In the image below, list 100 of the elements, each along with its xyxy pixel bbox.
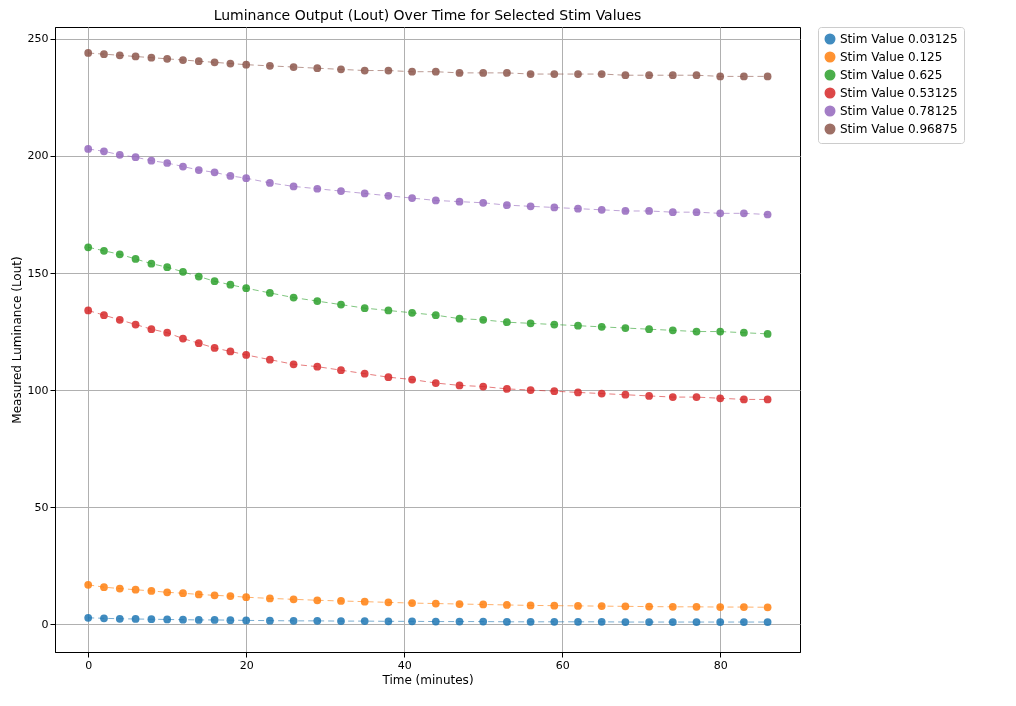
point bbox=[163, 328, 172, 337]
point bbox=[84, 613, 93, 622]
point bbox=[115, 250, 124, 259]
point bbox=[408, 375, 416, 384]
point bbox=[526, 319, 535, 328]
point bbox=[163, 54, 172, 63]
point bbox=[668, 71, 677, 80]
point bbox=[226, 172, 235, 180]
point bbox=[242, 284, 251, 293]
point bbox=[337, 65, 345, 74]
point bbox=[740, 603, 748, 611]
point bbox=[668, 602, 677, 611]
point bbox=[526, 601, 535, 610]
point bbox=[550, 320, 559, 329]
point bbox=[384, 306, 393, 315]
point bbox=[242, 351, 251, 359]
point bbox=[550, 70, 559, 78]
point bbox=[384, 617, 393, 626]
point bbox=[266, 355, 274, 364]
point bbox=[194, 57, 203, 66]
point bbox=[337, 300, 345, 309]
point bbox=[408, 617, 416, 626]
point bbox=[740, 209, 748, 218]
point bbox=[692, 618, 701, 626]
y-tick-label: 150 bbox=[27, 266, 49, 280]
y-tick-label: 100 bbox=[27, 383, 49, 397]
point bbox=[574, 70, 582, 78]
point bbox=[131, 320, 140, 329]
point bbox=[289, 182, 298, 191]
point bbox=[210, 168, 219, 177]
point bbox=[763, 330, 772, 338]
point bbox=[226, 59, 235, 68]
point bbox=[131, 585, 140, 594]
point bbox=[210, 616, 219, 624]
point bbox=[289, 63, 298, 71]
point bbox=[147, 156, 156, 165]
point bbox=[621, 602, 630, 611]
point bbox=[455, 617, 464, 626]
point bbox=[621, 324, 630, 332]
point bbox=[574, 204, 582, 213]
point bbox=[115, 584, 124, 593]
point bbox=[384, 66, 393, 75]
point bbox=[100, 246, 108, 255]
point bbox=[503, 385, 511, 393]
point bbox=[100, 311, 108, 320]
point bbox=[597, 389, 606, 398]
point bbox=[194, 590, 203, 599]
point bbox=[179, 615, 187, 624]
point bbox=[266, 289, 274, 297]
point bbox=[210, 344, 219, 352]
point bbox=[645, 618, 653, 626]
point bbox=[210, 58, 219, 67]
point bbox=[242, 60, 251, 69]
point bbox=[431, 196, 440, 205]
point bbox=[163, 588, 172, 597]
point bbox=[479, 198, 488, 207]
point bbox=[84, 49, 93, 57]
point bbox=[131, 153, 140, 162]
point bbox=[360, 369, 369, 378]
point bbox=[289, 293, 298, 302]
point bbox=[266, 179, 274, 187]
point bbox=[479, 69, 488, 77]
point bbox=[597, 322, 606, 331]
point bbox=[100, 614, 108, 623]
point bbox=[550, 387, 559, 396]
point bbox=[503, 69, 511, 77]
point bbox=[163, 615, 172, 624]
point bbox=[455, 381, 464, 390]
point bbox=[242, 616, 251, 625]
point bbox=[194, 166, 203, 174]
point bbox=[763, 618, 772, 626]
point bbox=[740, 328, 748, 337]
y-tick-label: 200 bbox=[27, 149, 49, 163]
legend-label: Stim Value 0.96875 bbox=[840, 122, 958, 136]
point bbox=[147, 615, 156, 624]
point bbox=[740, 618, 748, 626]
point bbox=[431, 617, 440, 626]
point bbox=[408, 194, 416, 202]
point bbox=[266, 616, 274, 625]
point bbox=[84, 145, 93, 153]
point bbox=[716, 603, 725, 611]
point bbox=[163, 159, 172, 167]
point bbox=[408, 67, 416, 76]
point bbox=[131, 615, 140, 623]
point bbox=[384, 373, 393, 382]
point bbox=[226, 347, 235, 356]
point bbox=[289, 617, 298, 625]
point bbox=[313, 297, 322, 305]
point bbox=[550, 617, 559, 626]
point bbox=[360, 66, 369, 75]
legend-label: Stim Value 0.78125 bbox=[840, 104, 958, 118]
legend-label: Stim Value 0.53125 bbox=[840, 86, 958, 100]
legend-label: Stim Value 0.03125 bbox=[840, 32, 958, 46]
point bbox=[645, 207, 653, 215]
point bbox=[313, 362, 322, 371]
point bbox=[226, 280, 235, 289]
point bbox=[360, 189, 369, 198]
point bbox=[384, 191, 393, 200]
point bbox=[179, 267, 187, 276]
point bbox=[84, 306, 93, 315]
